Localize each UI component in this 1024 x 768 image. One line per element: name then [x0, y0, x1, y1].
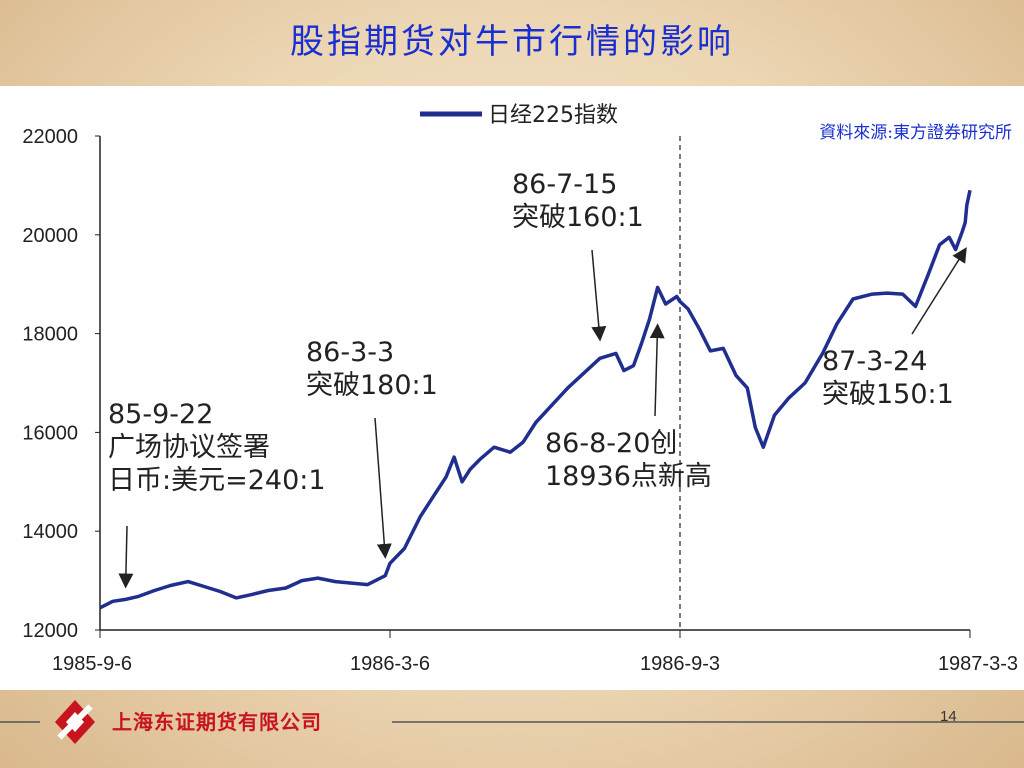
page-number: 14	[940, 708, 957, 725]
annotation-plaza-accord-arrow	[118, 525, 134, 589]
chart-legend: 日经225指数	[420, 103, 618, 128]
x-tick-label: 1985-9-6	[52, 653, 132, 675]
x-tick-label: 1987-3-3	[938, 653, 1018, 675]
annotation-break-180-line: 86-3-3	[306, 337, 394, 368]
slide-title: 股指期货对牛市行情的影响	[290, 22, 734, 62]
y-tick-label: 16000	[22, 422, 78, 444]
annotation-record-high-arrow	[649, 323, 665, 417]
source-note: 資料來源:東方證券研究所	[819, 123, 1012, 143]
annotation-plaza-accord-line: 85-9-22	[108, 399, 213, 430]
annotation-break-150-line: 87-3-24	[822, 346, 927, 377]
annotation-plaza-accord-line: 日币:美元=240:1	[108, 465, 326, 496]
annotation-break-150-arrow	[911, 247, 967, 335]
annotation-break-160-arrow	[591, 249, 607, 342]
annotation-plaza-accord-line: 广场协议签署	[108, 432, 270, 463]
y-tick-label: 22000	[22, 126, 78, 148]
y-tick-label: 14000	[22, 521, 78, 543]
nikkei-line-chart: 日经225指数 資料來源:東方證券研究所 12000 14000 16000 1800…	[22, 103, 1018, 675]
y-tick-label: 12000	[22, 620, 78, 642]
company-name: 上海东证期货有限公司	[112, 710, 322, 734]
chart-panel: 日经225指数 資料來源:東方證券研究所 12000 14000 16000 1800…	[0, 86, 1024, 690]
x-tick-label: 1986-3-6	[350, 653, 430, 675]
y-tick-label: 20000	[22, 225, 78, 247]
annotation-break-180-line: 突破180:1	[306, 370, 438, 401]
annotation-break-180-arrow	[374, 417, 392, 559]
legend-label: 日经225指数	[488, 103, 618, 128]
annotation-break-150-line: 突破150:1	[822, 379, 954, 410]
annotation-break-160-line: 86-7-15	[512, 169, 617, 200]
annotation-break-160-line: 突破160:1	[512, 202, 644, 233]
annotation-record-high-line: 18936点新高	[545, 461, 712, 492]
y-tick-label: 18000	[22, 324, 78, 346]
company-logo-icon	[55, 700, 95, 744]
annotation-record-high-line: 86-8-20创	[545, 428, 677, 459]
footer	[0, 700, 1024, 744]
x-tick-label: 1986-9-3	[640, 653, 720, 675]
series-line	[99, 189, 972, 610]
